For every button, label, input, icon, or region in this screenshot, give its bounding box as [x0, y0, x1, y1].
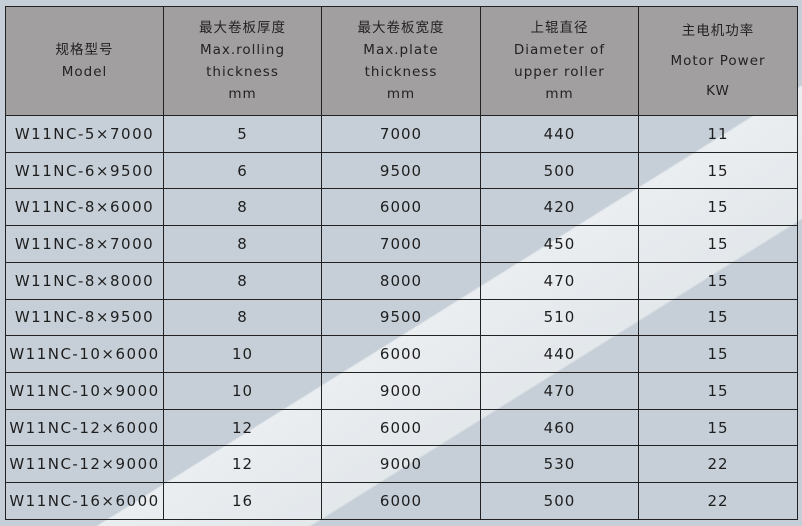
motor-power-cell: 15 — [638, 335, 798, 374]
roller-diameter-cell: 440 — [480, 115, 639, 153]
model-cell: W11NC-16×6000 — [5, 482, 164, 520]
header-en: upper roller — [514, 64, 605, 80]
motor-power-cell: 15 — [638, 408, 798, 447]
model-cell: W11NC-8×9500 — [5, 298, 164, 337]
header-en: KW — [706, 83, 730, 99]
width-cell: 6000 — [321, 188, 481, 227]
header-cn: 规格型号 — [55, 42, 114, 58]
roller-diameter-cell: 510 — [480, 298, 639, 337]
width-cell: 6000 — [321, 408, 481, 447]
table-row: W11NC-6×9500 6 9500 500 15 — [5, 151, 798, 190]
header-en: Max.rolling — [199, 42, 286, 58]
table-row: W11NC-12×9000 12 9000 530 22 — [5, 445, 798, 484]
width-cell: 9500 — [321, 151, 481, 190]
motor-power-cell: 15 — [638, 225, 798, 263]
table-row: W11NC-8×8000 8 8000 470 15 — [5, 261, 798, 300]
column-header: 最大卷板厚度 Max.rolling thickness mm — [163, 6, 322, 116]
roller-diameter-cell: 420 — [480, 188, 639, 227]
model-cell: W11NC-10×6000 — [5, 335, 164, 374]
motor-power-cell: 15 — [638, 372, 798, 410]
thickness-cell: 8 — [163, 261, 322, 300]
thickness-cell: 16 — [163, 482, 322, 520]
header-en: Motor Power — [670, 53, 766, 69]
thickness-cell: 10 — [163, 335, 322, 374]
model-cell: W11NC-8×8000 — [5, 261, 164, 300]
thickness-cell: 8 — [163, 225, 322, 263]
width-cell: 9500 — [321, 298, 481, 337]
header-cn: 最大卷板厚度 — [199, 20, 286, 36]
roller-diameter-cell: 470 — [480, 372, 639, 410]
roller-diameter-cell: 530 — [480, 445, 639, 484]
roller-diameter-cell: 460 — [480, 408, 639, 447]
thickness-cell: 8 — [163, 188, 322, 227]
header-en: thickness — [206, 64, 279, 80]
model-cell: W11NC-8×7000 — [5, 225, 164, 263]
table-row: W11NC-16×6000 16 6000 500 22 — [5, 482, 798, 520]
motor-power-cell: 15 — [638, 151, 798, 190]
model-cell: W11NC-5×7000 — [5, 115, 164, 153]
header-row: 规格型号 Model 最大卷板厚度 Max.rolling thickness mm 最大卷… — [5, 6, 798, 116]
table-row: W11NC-8×7000 8 7000 450 15 — [5, 225, 798, 263]
thickness-cell: 5 — [163, 115, 322, 153]
column-header: 上辊直径 Diameter of upper roller mm — [480, 6, 639, 116]
column-header: 主电机功率 Motor Power KW — [638, 6, 798, 116]
motor-power-cell: 15 — [638, 261, 798, 300]
table-row: W11NC-10×6000 10 6000 440 15 — [5, 335, 798, 374]
thickness-cell: 8 — [163, 298, 322, 337]
header-cn: 上辊直径 — [530, 20, 589, 36]
width-cell: 8000 — [321, 261, 481, 300]
table-row: W11NC-5×7000 5 7000 440 11 — [5, 115, 798, 153]
table-row: W11NC-8×6000 8 6000 420 15 — [5, 188, 798, 227]
thickness-cell: 12 — [163, 408, 322, 447]
table-row: W11NC-12×6000 12 6000 460 15 — [5, 408, 798, 447]
roller-diameter-cell: 500 — [480, 482, 639, 520]
roller-diameter-cell: 440 — [480, 335, 639, 374]
width-cell: 6000 — [321, 335, 481, 374]
thickness-cell: 12 — [163, 445, 322, 484]
spec-table: 规格型号 Model 最大卷板厚度 Max.rolling thickness mm 最大卷… — [5, 6, 798, 520]
width-cell: 9000 — [321, 445, 481, 484]
header-en: Model — [61, 64, 108, 80]
thickness-cell: 6 — [163, 151, 322, 190]
width-cell: 7000 — [321, 225, 481, 263]
header-cn: 主电机功率 — [681, 23, 755, 39]
column-header: 规格型号 Model — [5, 6, 164, 116]
model-cell: W11NC-12×9000 — [5, 445, 164, 484]
motor-power-cell: 22 — [638, 445, 798, 484]
model-cell: W11NC-6×9500 — [5, 151, 164, 190]
width-cell: 6000 — [321, 482, 481, 520]
header-cn: 最大卷板宽度 — [357, 20, 445, 36]
header-en: Max.plate — [363, 42, 439, 58]
model-cell: W11NC-10×9000 — [5, 372, 164, 410]
header-en: thickness — [364, 64, 438, 80]
width-cell: 9000 — [321, 372, 481, 410]
model-cell: W11NC-8×6000 — [5, 188, 164, 227]
header-en: Diameter of — [513, 42, 606, 58]
motor-power-cell: 22 — [638, 482, 798, 520]
header-en: mm — [545, 86, 574, 102]
roller-diameter-cell: 470 — [480, 261, 639, 300]
motor-power-cell: 11 — [638, 115, 798, 153]
table-row: W11NC-8×9500 8 9500 510 15 — [5, 298, 798, 337]
motor-power-cell: 15 — [638, 188, 798, 227]
model-cell: W11NC-12×6000 — [5, 408, 164, 447]
table-row: W11NC-10×9000 10 9000 470 15 — [5, 372, 798, 410]
motor-power-cell: 15 — [638, 298, 798, 337]
roller-diameter-cell: 450 — [480, 225, 639, 263]
roller-diameter-cell: 500 — [480, 151, 639, 190]
column-header: 最大卷板宽度 Max.plate thickness mm — [321, 6, 481, 116]
thickness-cell: 10 — [163, 372, 322, 410]
header-en: mm — [228, 86, 257, 102]
width-cell: 7000 — [321, 115, 481, 153]
header-en: mm — [386, 86, 416, 102]
